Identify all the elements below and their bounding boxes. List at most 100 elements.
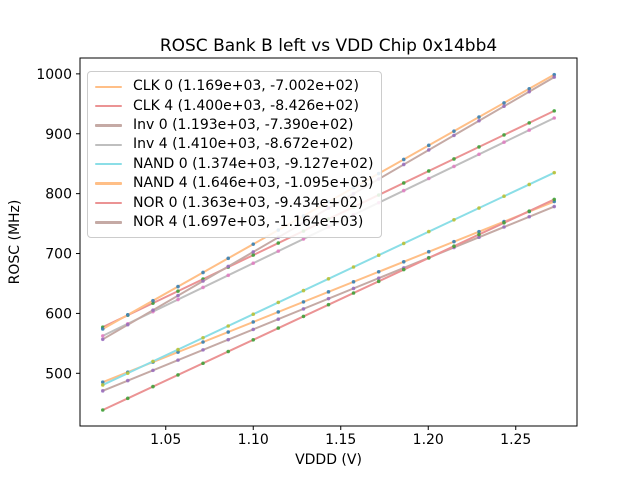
legend-label: NOR 0 (1.363e+03, -9.434e+02) [133,194,364,211]
legend-item: NOR 0 (1.363e+03, -9.434e+02) [95,193,373,212]
data-point-CLK-4 [477,145,481,149]
data-point-CLK-4 [176,289,180,293]
x-tick-label: 1.10 [238,432,269,448]
data-point-Inv-4 [176,297,180,302]
data-point-NAND-4 [502,101,506,105]
data-point-Inv-4 [502,140,506,144]
data-point-NOR-0 [552,197,557,202]
data-point-NAND-4 [176,284,180,289]
data-point-CLK-0 [100,380,105,384]
data-point-NAND-0 [326,277,331,281]
data-point-Inv-4 [100,334,105,338]
data-point-NAND-4 [527,86,532,91]
legend-line-swatch [95,221,122,224]
data-point-Inv-0 [100,389,105,393]
y-tick-label: 700 [45,247,72,263]
data-point-NOR-0 [527,209,532,213]
y-tick-label: 900 [45,127,72,143]
data-point-NAND-0 [125,371,130,375]
data-point-Inv-4 [527,128,532,132]
x-tick-label: 1.20 [413,432,444,448]
data-point-CLK-0 [251,320,256,324]
data-point-Inv-0 [301,307,306,311]
data-point-NOR-4 [125,322,130,327]
data-point-NOR-0 [176,373,180,377]
data-point-NAND-4 [401,157,406,162]
legend-item: NAND 4 (1.646e+03, -1.095e+03) [95,174,373,193]
data-point-NOR-0 [201,361,205,366]
data-point-NOR-4 [401,162,406,167]
data-point-CLK-0 [426,249,431,254]
data-point-CLK-0 [351,280,356,284]
data-point-NAND-0 [176,347,180,352]
data-point-Inv-0 [251,327,256,332]
legend-line-swatch [95,85,122,88]
y-axis-label: ROSC (MHz) [7,199,23,285]
data-point-Inv-0 [201,348,205,352]
data-point-NAND-4 [201,270,205,275]
data-point-Inv-4 [301,237,306,241]
data-point-Inv-4 [276,249,281,253]
data-point-NOR-4 [100,337,105,342]
data-point-NAND-4 [452,129,456,133]
data-point-CLK-0 [401,259,406,264]
data-point-NAND-0 [376,253,381,258]
data-point-CLK-0 [201,340,205,344]
data-point-NAND-4 [226,256,231,261]
data-point-NOR-4 [251,250,256,254]
legend-item: Inv 0 (1.193e+03, -7.390e+02) [95,116,373,135]
legend-label: Inv 0 (1.193e+03, -7.390e+02) [133,116,354,133]
data-point-NOR-0 [301,314,306,319]
data-point-NAND-0 [151,359,155,364]
data-point-NAND-4 [125,313,130,317]
data-point-CLK-4 [552,109,557,113]
data-point-NAND-4 [477,115,481,119]
x-tick-label: 1.15 [325,432,356,448]
data-point-Inv-0 [552,204,557,209]
data-point-NAND-4 [251,242,256,246]
legend-item: CLK 0 (1.169e+03, -7.002e+02) [95,77,373,96]
data-point-NOR-4 [552,75,557,79]
data-point-NOR-4 [201,279,205,283]
data-point-NAND-0 [426,229,431,234]
data-point-CLK-4 [251,253,256,257]
data-point-CLK-0 [477,229,481,234]
data-point-NAND-0 [201,335,205,340]
data-point-NOR-0 [376,279,381,284]
data-point-NAND-0 [552,170,557,175]
legend-label: NOR 4 (1.697e+03, -1.164e+03) [133,213,364,230]
data-point-NOR-0 [452,244,456,249]
data-point-NAND-0 [452,218,456,222]
data-point-Inv-0 [125,378,130,383]
data-point-CLK-0 [176,350,180,354]
data-point-Inv-0 [527,214,532,219]
data-point-NOR-4 [502,104,506,109]
legend-item: NAND 0 (1.374e+03, -9.127e+02) [95,155,373,174]
data-point-NAND-0 [502,194,506,199]
legend-label: CLK 4 (1.400e+03, -8.426e+02) [133,97,359,114]
data-point-Inv-4 [452,164,456,169]
data-point-NAND-0 [401,241,406,246]
data-point-Inv-4 [477,152,481,157]
data-point-NOR-0 [226,349,231,354]
data-point-Inv-0 [376,276,381,281]
data-point-NOR-0 [276,326,281,330]
data-point-CLK-0 [452,239,456,244]
data-point-CLK-4 [452,157,456,161]
data-point-NOR-4 [176,293,180,298]
data-point-NAND-0 [276,300,281,305]
legend-label: NAND 0 (1.374e+03, -9.127e+02) [133,155,374,172]
legend-line-swatch [95,182,122,185]
data-point-Inv-0 [151,368,155,373]
data-point-NOR-0 [401,267,406,272]
data-point-NOR-4 [226,264,231,269]
legend: CLK 0 (1.169e+03, -7.002e+02) CLK 4 (1.40… [87,71,383,239]
data-point-NAND-0 [251,312,256,316]
data-point-Inv-0 [477,235,481,240]
data-point-NAND-4 [426,143,431,148]
data-point-NAND-4 [151,298,155,303]
data-point-NAND-0 [100,383,105,387]
data-point-NOR-0 [251,338,256,342]
legend-label: Inv 4 (1.410e+03, -8.672e+02) [133,136,354,153]
data-point-NOR-0 [477,232,481,237]
